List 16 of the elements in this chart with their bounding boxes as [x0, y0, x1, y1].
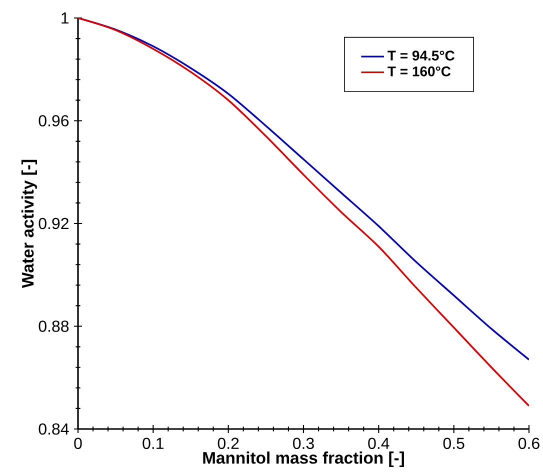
x-tick-label: 0.6: [518, 438, 540, 450]
y-tick-label: 1: [62, 12, 69, 24]
x-tick-label: 0.5: [443, 438, 464, 450]
y-axis-title: Water activity [-]: [21, 160, 37, 288]
y-tick-label: 0.88: [38, 320, 69, 332]
y-tick-label: 0.92: [38, 218, 68, 230]
x-tick-label: 0.4: [368, 438, 390, 450]
y-tick-label: 0.84: [38, 423, 69, 435]
x-tick-label: 0.2: [218, 438, 239, 450]
x-tick-label: 0: [74, 438, 82, 450]
x-axis-title: Mannitol mass fraction [-]: [203, 452, 404, 468]
x-tick-label: 0.3: [293, 438, 314, 450]
legend-label: T = 94.5°C: [388, 50, 455, 61]
legend-label: T = 160°C: [388, 66, 451, 76]
y-tick-label: 0.96: [38, 115, 69, 126]
x-tick-label: 0.1: [142, 438, 164, 450]
